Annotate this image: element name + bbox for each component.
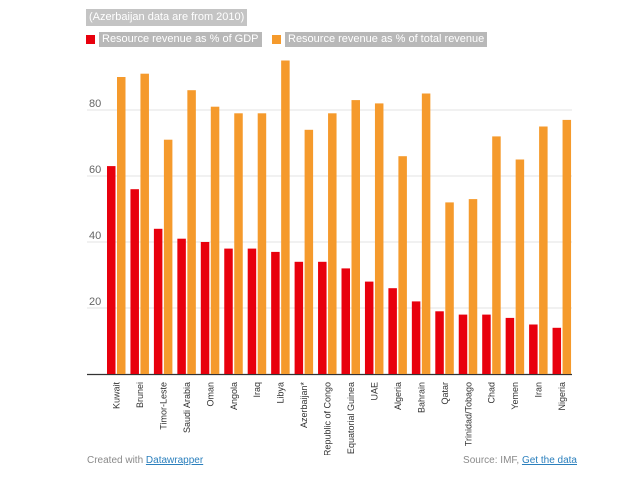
y-tick-label-20: 20 [89,296,101,308]
x-tick-label-8: Azerbaijan* [299,382,309,429]
bar-total-revenue-18 [539,126,548,374]
created-with-text: Created with [87,455,146,466]
bar-gdp-13 [411,301,421,374]
x-tick-label-13: Bahrain [416,382,426,413]
legend-label-total-revenue: Resource revenue as % of total revenue [285,32,488,47]
bar-total-revenue-17 [515,159,525,374]
bar-total-revenue-7 [281,60,290,374]
x-tick-label-19: Nigeria [557,382,567,411]
bar-gdp-7 [271,251,280,374]
source-text: Source: IMF, [463,455,522,466]
datawrapper-link[interactable]: Datawrapper [145,455,204,466]
bar-gdp-11 [364,281,374,374]
bar-gdp-8 [294,261,304,374]
x-tick-label-3: Saudi Arabia [182,382,192,433]
bar-gdp-1 [130,189,139,374]
bar-total-revenue-16 [492,136,501,374]
bar-total-revenue-1 [140,73,149,374]
bar-total-revenue-3 [187,90,196,374]
legend-item-gdp: Resource revenue as % of GDP [86,32,262,47]
source-line: Source: IMF, Get the data [463,455,577,466]
bar-total-revenue-2 [163,139,173,374]
bar-total-revenue-19 [562,119,572,375]
bar-gdp-16 [482,314,491,374]
legend-item-total-revenue: Resource revenue as % of total revenue [272,32,488,47]
x-tick-label-9: Republic of Congo [323,382,333,455]
bar-total-revenue-14 [445,202,454,374]
bar-gdp-15 [458,314,468,374]
x-tick-label-2: Timor-Leste [158,382,168,430]
x-tick-label-16: Chad [487,382,497,404]
chart-note: (Azerbaijan data are from 2010) [86,9,248,26]
legend-swatch-total-revenue [272,35,281,44]
x-tick-label-6: Iraq [252,382,262,398]
y-tick-label-40: 40 [89,230,101,242]
x-tick-label-12: Algeria [393,382,403,410]
bar-total-revenue-5 [234,113,243,375]
x-tick-label-7: Libya [276,382,286,404]
bar-gdp-5 [224,248,233,374]
bar-gdp-4 [200,242,210,374]
bar-total-revenue-15 [468,199,478,374]
bar-total-revenue-9 [328,113,337,375]
bar-gdp-18 [529,324,538,374]
bar-gdp-19 [552,327,562,374]
y-tick-label-80: 80 [89,98,101,110]
legend-swatch-gdp [86,35,95,44]
x-tick-label-17: Yemen [510,382,520,410]
get-the-data-link[interactable]: Get the data [521,455,577,466]
bar-total-revenue-10 [351,100,360,374]
bar-gdp-14 [435,311,444,374]
bar-gdp-0 [107,166,116,374]
x-tick-label-10: Equatorial Guinea [346,382,356,454]
bar-chart: 20 40 60 80 Kuwait Brunei Timor-Leste Saudi Ara… [87,60,572,455]
x-tick-label-15: Trinidad/Tobago [463,382,473,446]
bar-gdp-17 [505,317,515,374]
x-tick-label-18: Iran [534,382,544,398]
bar-total-revenue-13 [421,93,431,374]
y-tick-label-60: 60 [89,164,101,176]
x-tick-label-11: UAE [369,382,379,401]
x-tick-label-4: Oman [205,382,215,407]
bar-total-revenue-0 [117,77,126,374]
x-tick-label-1: Brunei [135,382,145,408]
x-tick-label-14: Qatar [440,382,450,405]
bar-gdp-6 [247,248,257,374]
legend-label-gdp: Resource revenue as % of GDP [99,32,262,47]
bar-total-revenue-4 [210,106,220,374]
bar-total-revenue-12 [398,156,407,374]
bar-gdp-10 [341,268,350,374]
bar-gdp-9 [318,261,327,374]
x-tick-label-5: Angola [229,382,239,410]
bar-total-revenue-11 [374,103,384,375]
bar-gdp-2 [153,228,163,374]
bar-total-revenue-8 [304,129,314,374]
created-with: Created with Datawrapper [87,455,203,466]
bar-gdp-3 [177,238,186,374]
bar-total-revenue-6 [257,113,267,375]
x-tick-label-0: Kuwait [112,382,122,410]
bar-gdp-12 [388,288,397,374]
